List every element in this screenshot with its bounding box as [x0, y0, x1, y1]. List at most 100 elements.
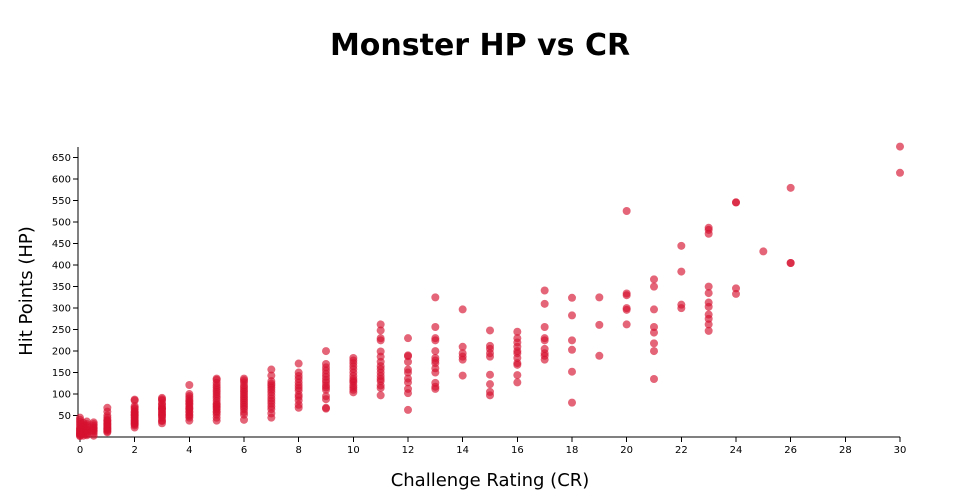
- y-tick-label: 550: [52, 196, 71, 207]
- x-axis-label: Challenge Rating (CR): [391, 470, 590, 491]
- data-point: [650, 305, 658, 314]
- data-point: [732, 198, 740, 207]
- x-tick-label: 16: [511, 445, 524, 456]
- data-point: [376, 391, 385, 400]
- data-point: [677, 300, 686, 309]
- data-point: [650, 347, 658, 356]
- data-point: [759, 247, 768, 256]
- data-point: [185, 390, 194, 399]
- data-point: [212, 374, 221, 383]
- data-point: [404, 374, 412, 383]
- data-point: [185, 381, 194, 390]
- data-point: [431, 347, 440, 356]
- data-point: [704, 310, 713, 319]
- data-point: [540, 286, 549, 295]
- data-point: [458, 305, 467, 314]
- data-point: [404, 334, 412, 343]
- y-axis-label: Hit Points (HP): [16, 226, 37, 356]
- data-point: [540, 323, 549, 332]
- data-point: [732, 284, 740, 293]
- data-point: [896, 142, 904, 151]
- data-point: [486, 341, 494, 350]
- x-tick-label: 6: [241, 445, 247, 456]
- y-tick-label: 200: [52, 347, 71, 358]
- data-point: [89, 418, 98, 427]
- x-axis: 0 2 4 6 8 10 12 14 16 18 20 22 24 26 28 30: [77, 436, 906, 456]
- data-point: [513, 334, 522, 343]
- data-point: [650, 328, 658, 337]
- data-point: [622, 320, 631, 329]
- data-point: [622, 207, 631, 216]
- y-tick-label: 250: [52, 325, 71, 336]
- y-tick-label: 350: [52, 282, 71, 293]
- data-point: [267, 371, 276, 380]
- data-point: [568, 336, 576, 345]
- x-tick-label: 18: [566, 445, 579, 456]
- y-tick-label: 50: [58, 411, 71, 422]
- data-point: [650, 323, 658, 332]
- data-point: [704, 320, 713, 329]
- data-point: [376, 347, 385, 356]
- data-point: [622, 289, 631, 298]
- data-point: [704, 282, 713, 291]
- data-points: [76, 142, 904, 441]
- data-point: [595, 320, 604, 329]
- data-point: [376, 326, 385, 335]
- data-point: [103, 403, 112, 412]
- data-point: [267, 365, 276, 374]
- y-tick-label: 300: [52, 304, 71, 315]
- data-point: [431, 353, 440, 362]
- data-point: [568, 311, 576, 320]
- x-tick-label: 28: [839, 445, 852, 456]
- data-point: [130, 402, 139, 411]
- y-tick-label: 450: [52, 239, 71, 250]
- data-point: [568, 345, 576, 354]
- data-point: [404, 384, 412, 393]
- data-point: [540, 344, 549, 353]
- x-tick-label: 0: [77, 445, 83, 456]
- data-point: [130, 395, 139, 404]
- data-point: [404, 357, 412, 366]
- data-point: [786, 183, 795, 192]
- x-tick-label: 8: [295, 445, 301, 456]
- data-point: [240, 374, 248, 383]
- data-point: [404, 405, 412, 414]
- data-point: [540, 334, 549, 343]
- data-point: [513, 371, 522, 380]
- data-point: [704, 298, 713, 307]
- data-point: [595, 293, 604, 302]
- y-tick-label: 500: [52, 218, 71, 229]
- data-point: [540, 299, 549, 308]
- data-point: [322, 392, 330, 401]
- y-tick-label: 650: [52, 153, 71, 164]
- data-point: [322, 359, 330, 368]
- data-point: [568, 293, 576, 302]
- data-point: [568, 367, 576, 376]
- data-point: [431, 293, 440, 302]
- data-point: [622, 304, 631, 313]
- x-tick-label: 12: [402, 445, 415, 456]
- data-point: [158, 393, 166, 402]
- y-axis: 50 100 150 200 250 300 350 400 450 500 550 600 650: [52, 147, 79, 437]
- data-point: [704, 326, 713, 335]
- data-point: [404, 365, 412, 374]
- x-tick-label: 26: [784, 445, 797, 456]
- data-point: [431, 323, 440, 332]
- x-tick-label: 4: [186, 445, 192, 456]
- data-point: [82, 417, 91, 426]
- data-point: [595, 351, 604, 360]
- data-point: [650, 339, 658, 348]
- data-point: [677, 241, 686, 250]
- data-point: [431, 334, 440, 343]
- y-tick-label: 150: [52, 368, 71, 379]
- x-tick-label: 14: [456, 445, 469, 456]
- data-point: [568, 398, 576, 407]
- data-point: [486, 380, 494, 389]
- data-point: [650, 275, 658, 284]
- x-tick-label: 2: [131, 445, 137, 456]
- data-point: [294, 359, 303, 368]
- data-point: [376, 320, 385, 329]
- data-point: [732, 289, 740, 298]
- data-point: [486, 387, 494, 396]
